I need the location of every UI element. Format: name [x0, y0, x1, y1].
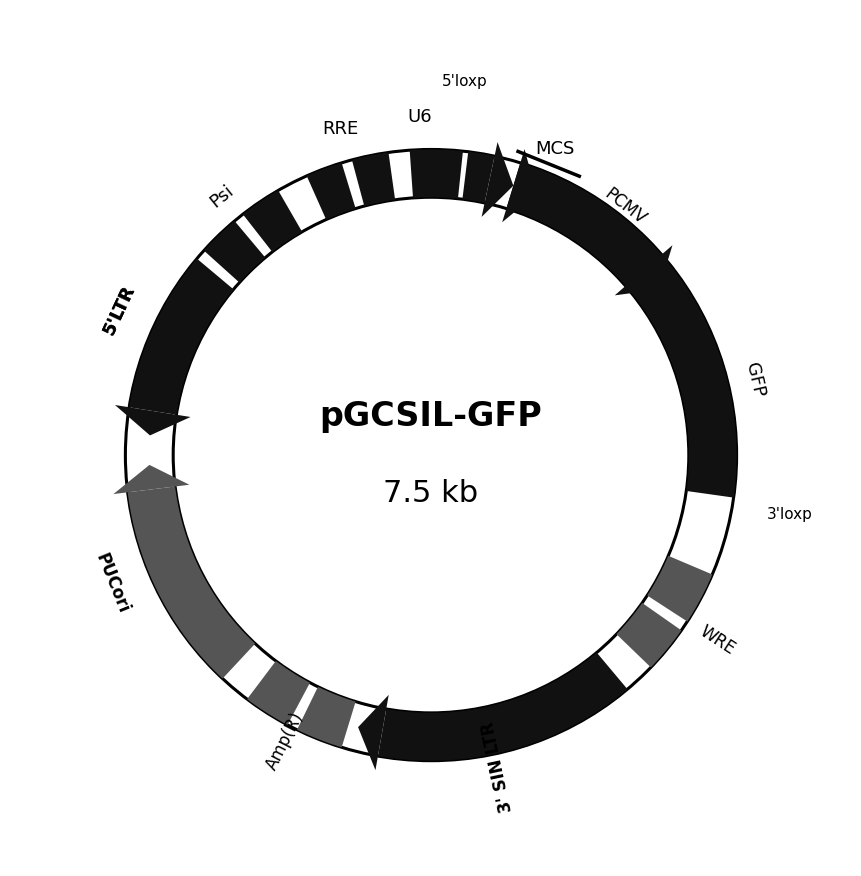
Text: Psi: Psi — [206, 182, 237, 212]
Polygon shape — [377, 653, 627, 760]
Text: 3' SIN LTR: 3' SIN LTR — [478, 719, 515, 814]
Text: 5'LTR: 5'LTR — [100, 282, 139, 337]
Polygon shape — [625, 255, 736, 498]
Polygon shape — [647, 555, 711, 621]
Polygon shape — [357, 695, 388, 770]
Polygon shape — [297, 687, 356, 747]
Text: WRE: WRE — [695, 623, 737, 659]
Text: PCMV: PCMV — [600, 185, 648, 228]
Text: PUCori: PUCori — [92, 551, 133, 617]
Text: 7.5 kb: 7.5 kb — [383, 479, 478, 508]
Polygon shape — [502, 149, 536, 223]
Text: 5'LTR: 5'LTR — [100, 282, 139, 337]
Polygon shape — [461, 152, 494, 203]
Polygon shape — [114, 465, 189, 494]
Polygon shape — [307, 163, 356, 220]
Text: pGCSIL-GFP: pGCSIL-GFP — [319, 400, 542, 433]
Polygon shape — [505, 163, 665, 289]
Polygon shape — [129, 258, 233, 414]
Text: 5'loxp: 5'loxp — [442, 74, 487, 88]
Text: MCS: MCS — [534, 140, 573, 159]
Text: Amp(R): Amp(R) — [263, 710, 307, 774]
Polygon shape — [616, 603, 680, 668]
Text: U6: U6 — [407, 108, 431, 125]
Text: RRE: RRE — [322, 120, 358, 138]
Text: GFP: GFP — [741, 361, 766, 399]
Polygon shape — [127, 486, 255, 679]
Polygon shape — [115, 405, 190, 435]
Polygon shape — [481, 142, 513, 217]
Polygon shape — [409, 150, 462, 199]
Polygon shape — [614, 245, 672, 295]
Polygon shape — [243, 190, 301, 252]
Polygon shape — [351, 152, 394, 206]
Polygon shape — [247, 661, 310, 725]
Text: 3'loxp: 3'loxp — [765, 506, 812, 522]
Polygon shape — [204, 221, 265, 283]
